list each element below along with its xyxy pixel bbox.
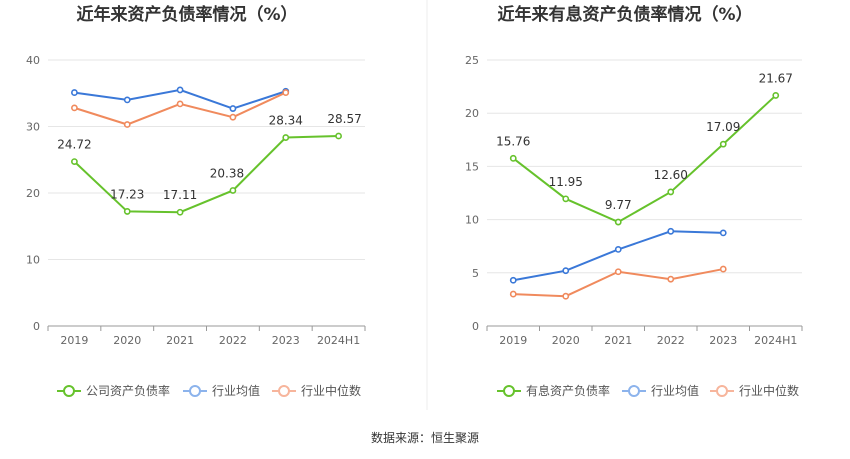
legend-swatch-marker — [503, 385, 515, 397]
series-line — [512, 94, 777, 224]
y-tick-label: 40 — [26, 54, 40, 67]
data-point — [719, 265, 727, 273]
legend-label: 行业中位数 — [739, 383, 799, 398]
data-point — [614, 218, 622, 226]
y-tick-label: 0 — [33, 320, 40, 333]
y-tick-label: 5 — [472, 267, 479, 280]
data-label: 28.57 — [327, 112, 361, 126]
legend-label: 行业中位数 — [301, 383, 361, 398]
data-point — [282, 89, 290, 96]
data-label: 20.38 — [210, 166, 244, 180]
x-tick-label: 2020 — [113, 334, 141, 347]
data-point — [176, 100, 184, 108]
data-point — [229, 187, 237, 194]
x-tick-label: 2021 — [604, 334, 632, 347]
x-tick-label: 2020 — [552, 334, 580, 347]
data-point — [509, 276, 517, 284]
legend-label: 公司资产负债率 — [86, 383, 170, 398]
data-point — [667, 188, 675, 196]
data-point — [719, 229, 727, 237]
data-point — [176, 86, 184, 94]
data-point — [229, 105, 237, 112]
data-point — [176, 208, 184, 216]
x-tick-label: 2019 — [499, 334, 527, 347]
data-label: 9.77 — [605, 198, 632, 212]
legend-swatch-marker — [278, 385, 290, 397]
legend-swatch-marker — [628, 385, 640, 397]
x-tick-label: 2023 — [709, 334, 737, 347]
data-point — [719, 140, 727, 148]
legend-swatch-marker — [189, 385, 201, 397]
data-point — [562, 267, 570, 275]
y-tick-label: 0 — [472, 320, 479, 333]
data-point — [71, 89, 78, 96]
y-tick-label: 30 — [26, 121, 40, 134]
source-text: 数据来源：恒生聚源 — [371, 430, 479, 445]
y-tick-label: 20 — [465, 107, 479, 120]
legend-swatch-marker — [63, 385, 75, 397]
y-tick-label: 25 — [465, 54, 479, 67]
y-tick-label: 10 — [26, 254, 40, 267]
x-tick-label: 2019 — [60, 334, 88, 347]
series-line — [73, 135, 339, 214]
data-label: 24.72 — [57, 138, 91, 152]
data-point — [229, 113, 237, 121]
x-tick-label: 2022 — [657, 334, 685, 347]
legend-swatch-marker — [716, 385, 728, 397]
data-label: 17.09 — [706, 120, 740, 134]
data-point — [282, 134, 290, 141]
data-point — [614, 268, 622, 276]
y-tick-label: 20 — [26, 187, 40, 200]
data-point — [509, 154, 517, 162]
data-label: 28.34 — [269, 114, 303, 128]
y-tick-label: 10 — [465, 214, 479, 227]
data-point — [123, 208, 131, 215]
x-tick-label: 2023 — [272, 334, 300, 347]
x-tick-label: 2022 — [219, 334, 247, 347]
data-point — [71, 158, 78, 166]
x-tick-label: 2021 — [166, 334, 194, 347]
data-point — [509, 290, 517, 298]
data-point — [667, 275, 675, 283]
data-point — [123, 121, 131, 128]
data-label: 11.95 — [549, 175, 583, 189]
data-point — [772, 92, 780, 99]
data-point — [123, 96, 131, 104]
data-point — [562, 195, 570, 203]
data-label: 12.60 — [654, 168, 688, 182]
data-point — [667, 227, 675, 235]
chart-title: 近年来资产负债率情况（%） — [76, 4, 297, 25]
legend-label: 有息资产负债率 — [526, 383, 610, 398]
data-label: 15.76 — [496, 134, 530, 148]
chart-title: 近年来有息资产负债率情况（%） — [497, 4, 752, 25]
data-label: 17.23 — [110, 187, 144, 201]
x-tick-label: 2024H1 — [754, 334, 797, 347]
y-tick-label: 15 — [465, 160, 479, 173]
data-point — [562, 292, 570, 300]
data-point — [614, 245, 622, 253]
data-label: 21.67 — [759, 71, 793, 85]
data-label: 17.11 — [163, 188, 197, 202]
x-tick-label: 2024H1 — [317, 334, 360, 347]
data-point — [71, 104, 78, 112]
data-point — [335, 132, 342, 140]
legend-label: 行业均值 — [212, 383, 260, 398]
legend-label: 行业均值 — [651, 383, 699, 398]
